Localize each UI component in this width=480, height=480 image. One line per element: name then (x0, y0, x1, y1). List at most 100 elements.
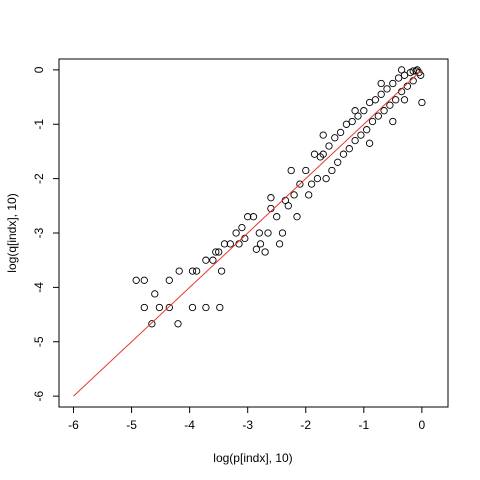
data-point (322, 174, 330, 183)
data-point (368, 117, 377, 126)
y-tick-label: 0 (32, 66, 46, 73)
data-point-outlier (155, 303, 164, 312)
scatter-points (132, 66, 426, 328)
data-point (418, 98, 426, 107)
y-tick-label: -4 (32, 282, 46, 293)
data-point-outlier (216, 303, 224, 312)
data-point (351, 107, 359, 115)
y-tick-label: -6 (32, 390, 46, 401)
data-point (313, 174, 322, 183)
data-point (255, 229, 263, 237)
data-point (380, 107, 388, 115)
x-tick-label: -6 (68, 418, 79, 432)
data-point (392, 96, 400, 104)
data-point-outlier (174, 320, 182, 328)
y-tick-label: -3 (32, 227, 46, 238)
data-point-outlier (165, 303, 173, 312)
data-point-outlier (140, 303, 148, 312)
data-point (261, 248, 269, 256)
data-point (365, 139, 374, 147)
x-tick-label: -5 (126, 418, 137, 432)
data-point (363, 126, 371, 134)
data-point (383, 85, 391, 93)
data-point (220, 240, 229, 248)
data-point (296, 180, 304, 188)
data-point (249, 213, 258, 221)
data-point (389, 117, 397, 126)
data-point (351, 136, 359, 145)
data-point (374, 112, 382, 120)
data-point (275, 240, 284, 248)
data-point (132, 276, 140, 284)
data-point-outlier (202, 303, 210, 312)
data-point (302, 166, 310, 175)
data-point (331, 134, 339, 142)
data-point (264, 229, 272, 237)
reference-line (73, 69, 423, 397)
data-point (397, 66, 406, 74)
data-point (394, 74, 403, 82)
x-tick-label: 0 (419, 418, 426, 432)
data-point (400, 96, 409, 104)
data-point (377, 90, 385, 98)
data-point (342, 120, 351, 128)
data-point (319, 131, 327, 139)
x-tick-label: -3 (242, 418, 253, 432)
x-axis: -6 -5 -4 -3 -2 -1 0 (68, 407, 426, 432)
data-point (212, 248, 220, 256)
data-point (325, 142, 333, 150)
x-tick-label: -1 (358, 418, 369, 432)
data-point (290, 191, 298, 199)
data-point (413, 66, 421, 74)
data-point (284, 202, 292, 210)
data-point (273, 213, 281, 221)
data-point (256, 240, 265, 248)
data-point (215, 248, 223, 256)
data-point (307, 180, 316, 188)
data-point (217, 267, 226, 275)
x-tick-label: -2 (300, 418, 311, 432)
y-axis: -6 -5 -4 -3 -2 -1 0 (32, 66, 59, 401)
data-point (192, 267, 201, 275)
data-point (209, 256, 217, 264)
y-tick-label: -2 (32, 173, 46, 184)
data-point (310, 150, 319, 158)
data-point (371, 96, 380, 104)
data-point (202, 256, 210, 264)
y-tick-label: -1 (32, 119, 46, 130)
data-point (267, 194, 275, 202)
data-point (238, 223, 246, 232)
data-point-outlier (188, 303, 197, 312)
data-point (386, 101, 394, 109)
data-point (287, 166, 295, 175)
data-point (175, 267, 183, 275)
y-tick-label: -5 (32, 336, 46, 347)
data-point (345, 145, 353, 153)
data-point (305, 191, 313, 199)
data-point (357, 131, 365, 139)
data-point (140, 276, 148, 284)
data-point (360, 107, 368, 115)
x-axis-label: log(p[indx], 10) (213, 451, 292, 465)
data-point (293, 213, 301, 221)
data-point (417, 71, 425, 79)
data-point (339, 150, 348, 158)
data-point (226, 240, 234, 248)
data-point (328, 166, 336, 175)
data-point (278, 229, 287, 237)
data-point (336, 128, 345, 137)
data-point (348, 117, 356, 126)
data-point (151, 290, 159, 298)
data-point (165, 276, 173, 284)
data-point (389, 79, 397, 88)
data-point (365, 98, 374, 107)
data-point (377, 79, 385, 88)
y-axis-label: log(q[indx], 10) (5, 193, 19, 272)
data-point-outlier (148, 320, 156, 328)
data-point (232, 229, 240, 237)
data-point (409, 67, 417, 75)
data-point (334, 158, 342, 166)
data-point (244, 213, 252, 221)
data-point (252, 245, 261, 253)
